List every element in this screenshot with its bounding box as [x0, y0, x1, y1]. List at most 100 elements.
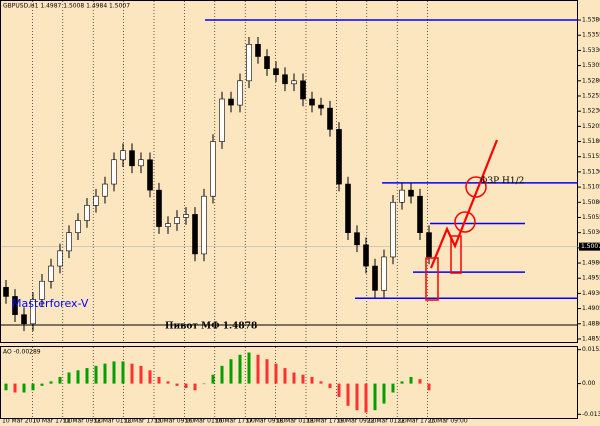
y-tick-label: 1.5230 [582, 108, 600, 115]
ao-bar [202, 383, 206, 385]
y-tick-label: 1.5205 [582, 123, 600, 130]
annotation: Masterforex-V [12, 297, 89, 310]
indicator-title: AO -0.00289 [3, 349, 41, 356]
ao-bar [427, 383, 431, 391]
candle-body [165, 223, 171, 227]
x-tick-label: 12 Mar 01:00 [93, 418, 133, 425]
x-tick-label: 10 Mar 17:00 [32, 418, 72, 425]
candle-body [48, 265, 54, 282]
candle-body [381, 256, 387, 291]
ao-bar [310, 376, 314, 384]
ao-bar [274, 363, 278, 384]
candle-body [75, 220, 81, 233]
target-circle [465, 176, 487, 198]
ao-bar [121, 361, 125, 384]
y-tick-label: 1.4930 [582, 290, 600, 297]
candle-body [255, 44, 261, 57]
ao-bar [4, 383, 8, 391]
y-tick-label: 1.4955 [582, 275, 600, 282]
y-tick-label: 1.5380 [582, 17, 600, 24]
ao-bar [211, 374, 215, 384]
ao-bar [355, 383, 359, 411]
ao-bar [85, 368, 89, 384]
candle-body [408, 189, 414, 197]
y-tick-label: 1.5330 [582, 47, 600, 54]
ao-bar [400, 381, 404, 384]
candle-body [66, 232, 72, 252]
candle-body [111, 159, 117, 185]
x-tick-label: 18 Mar 01:00 [276, 418, 316, 425]
candle-body [417, 195, 423, 233]
y-tick-label: 1.5105 [582, 184, 600, 191]
x-tick-label: 17 Mar 09:00 [245, 418, 285, 425]
ao-bar [31, 383, 35, 391]
ao-bar [319, 381, 323, 384]
ao-bar [346, 383, 350, 406]
ao-bar [292, 372, 296, 384]
candle-body [390, 201, 396, 258]
box [450, 235, 462, 274]
y-tick-label: 1.5280 [582, 77, 600, 84]
candle-body [273, 68, 279, 76]
candle-body [120, 150, 126, 161]
y-tick-label: 1.5130 [582, 168, 600, 175]
ao-bar [409, 376, 413, 384]
candle-body [183, 214, 189, 218]
ao-bar [112, 361, 116, 384]
candle-body [192, 214, 198, 255]
candle-body [237, 80, 243, 106]
ao-bar [166, 381, 170, 384]
ao-bar [265, 359, 269, 384]
candle-body [264, 56, 270, 69]
candle-body [399, 189, 405, 203]
ao-bar [382, 383, 386, 404]
ao-bar [13, 383, 17, 393]
candle-body [300, 80, 306, 100]
y-tick-label: 0.00 [582, 380, 596, 387]
y-tick-label: 1.5255 [582, 92, 600, 99]
x-tick-label: 18 Mar 17:00 [306, 418, 346, 425]
ao-bar [256, 354, 260, 384]
x-tick-label: 10 Mar 2010 [2, 418, 40, 425]
y-tick-label: 1.4905 [582, 305, 600, 312]
ao-bar [238, 354, 242, 384]
indicator-frame [0, 346, 578, 419]
x-tick-label: 22 Mar 17:00 [397, 418, 437, 425]
x-tick-label: 23 Mar 09:00 [428, 418, 468, 425]
x-tick-label: 16 Mar 17:00 [215, 418, 255, 425]
ao-bar [130, 363, 134, 384]
x-tick-label: 22 Mar 01:00 [367, 418, 407, 425]
ao-bar [139, 365, 143, 384]
ao-bar [301, 374, 305, 384]
y-tick-label: 1.5180 [582, 138, 600, 145]
candle-body [201, 195, 207, 255]
candle-body [21, 314, 27, 325]
ao-bar [58, 376, 62, 384]
target-circle [454, 211, 476, 233]
y-tick-label: 1.5305 [582, 62, 600, 69]
y-tick-label: 1.5030 [582, 229, 600, 236]
main-frame [0, 0, 578, 343]
ao-bar [49, 381, 53, 384]
candle-body [228, 98, 234, 106]
x-tick-label: 12 Mar 17:00 [124, 418, 164, 425]
ao-bar [103, 363, 107, 384]
ao-bar [184, 383, 188, 389]
ao-bar [328, 383, 332, 389]
candle-body [282, 74, 288, 85]
symbol-header: GBPUSD,H1 1.4987 1.5008 1.4984 1.5007 [3, 3, 130, 10]
y-tick-label: 1.4980 [582, 260, 600, 267]
box [425, 257, 439, 301]
ao-bar [418, 379, 422, 384]
current-price-box [579, 242, 600, 251]
ao-bar [193, 383, 197, 391]
x-tick-label: 15 Mar 09:00 [154, 418, 194, 425]
y-tick-label: 1.4880 [582, 320, 600, 327]
ao-bar [247, 352, 251, 384]
ao-bar [229, 359, 233, 384]
candle-body [147, 159, 153, 191]
